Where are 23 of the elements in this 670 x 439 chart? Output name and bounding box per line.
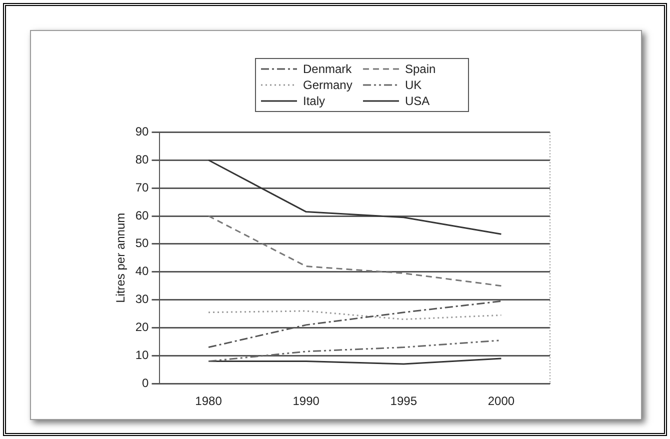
y-tick-label: 60 — [135, 208, 150, 222]
y-tick-label: 40 — [135, 264, 150, 278]
legend-label: Spain — [405, 62, 436, 76]
y-tick-label: 30 — [135, 292, 150, 306]
line-series — [208, 310, 502, 320]
line-series — [208, 215, 502, 287]
legend-label: Germany — [303, 78, 352, 92]
y-tick-label: 20 — [135, 320, 150, 334]
y-tick-label: 50 — [135, 236, 150, 250]
y-tick-label: 0 — [142, 376, 150, 390]
legend-label: Denmark — [303, 62, 352, 76]
x-tick-label: 1990 — [292, 394, 320, 408]
x-tick-label: 2000 — [488, 394, 515, 408]
y-axis-title: Litres per annum — [114, 212, 128, 303]
x-tick-label: 1995 — [390, 394, 418, 408]
legend-label: USA — [405, 94, 430, 108]
y-tick-label: 90 — [135, 124, 150, 139]
y-tick-label: 10 — [135, 348, 150, 362]
y-tick-label: 80 — [135, 152, 150, 166]
x-tick-label: 1980 — [195, 394, 222, 408]
legend-label: UK — [405, 78, 422, 92]
y-tick-label: 70 — [135, 180, 150, 194]
legend-label: Italy — [303, 94, 326, 108]
